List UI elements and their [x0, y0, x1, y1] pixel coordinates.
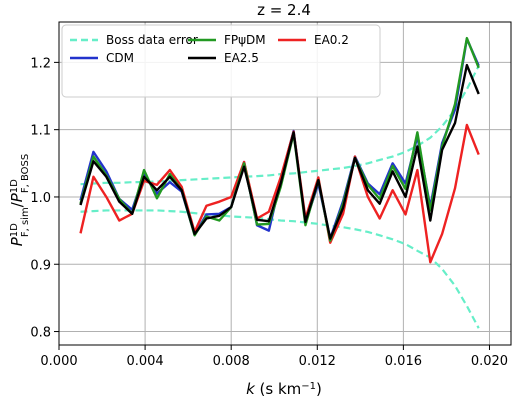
y-axis-label: P1DF, sim/P1DF, BOSS — [8, 154, 31, 247]
x-tick-label: 0.008 — [213, 354, 250, 369]
y-tick-label: 1.2 — [30, 56, 51, 71]
boss-error-lower-line — [80, 209, 480, 329]
x-tick-label: 0.020 — [471, 354, 508, 369]
legend-label-ea0-2: EA0.2 — [314, 33, 349, 47]
y-tick-label: 1.0 — [30, 191, 51, 206]
x-axis-label: k (s km−1) — [246, 380, 322, 398]
x-tick-label: 0.004 — [126, 354, 163, 369]
y-tick-label: 0.8 — [30, 326, 51, 341]
plot-frame — [58, 21, 512, 346]
legend-label-fp-dm: FPψDM — [224, 33, 266, 47]
y-tick-label: 0.9 — [30, 258, 51, 273]
legend-label-boss-data-error: Boss data error — [106, 33, 198, 47]
legend: Boss data error CDM FPψDM EA2.5 EA0.2 — [61, 24, 381, 98]
series-line-ea2-5 — [79, 63, 480, 240]
chart-title: z = 2.4 — [257, 1, 311, 19]
x-tick-label: 0.016 — [385, 354, 422, 369]
legend-label-cdm: CDM — [106, 51, 134, 65]
legend-box — [61, 24, 381, 98]
y-tick-label: 1.1 — [30, 124, 51, 139]
axis-ticks: 0.000 0.004 0.008 0.012 0.016 0.020 0.8 0.9 1.0 1… — [30, 56, 508, 369]
legend-label-ea2-5: EA2.5 — [224, 51, 259, 65]
x-tick-label: 0.000 — [40, 354, 77, 369]
plot-area — [79, 36, 480, 329]
x-tick-label: 0.012 — [299, 354, 336, 369]
